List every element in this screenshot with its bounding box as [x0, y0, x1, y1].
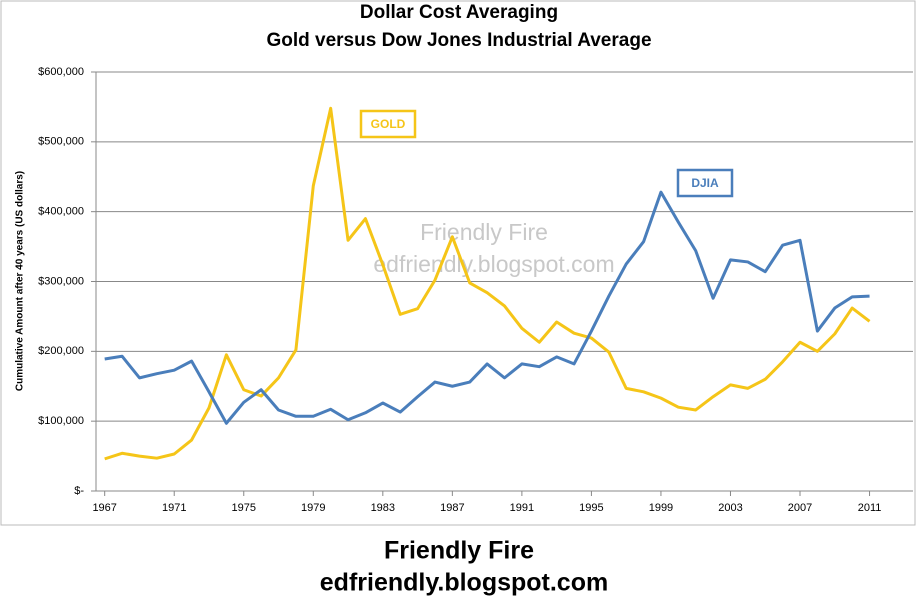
legend-box — [676, 168, 734, 198]
x-tick-label: 1979 — [301, 502, 325, 514]
x-tick-label: 2003 — [718, 502, 742, 514]
x-tick-label: 1999 — [649, 502, 673, 514]
chart-title: Dollar Cost Averaging — [360, 2, 558, 23]
y-tick-label: $100,000 — [38, 415, 84, 427]
x-tick-label: 2011 — [858, 502, 882, 514]
y-tick-label: $200,000 — [38, 345, 84, 357]
series-line — [104, 190, 870, 425]
y-tick-label: $400,000 — [38, 206, 84, 218]
footer-title: Friendly Fire — [384, 537, 534, 565]
series-line — [104, 106, 871, 461]
y-tick-label: $500,000 — [38, 136, 84, 148]
y-tick-label: $- — [74, 485, 84, 497]
legend-label: GOLD — [371, 117, 406, 131]
x-tick-label: 1991 — [510, 502, 534, 514]
y-tick-label: $600,000 — [38, 66, 84, 78]
watermark: Friendly Fire — [420, 219, 548, 245]
x-tick-label: 2007 — [788, 502, 812, 514]
x-tick-label: 1975 — [232, 502, 256, 514]
x-tick-label: 1987 — [440, 502, 464, 514]
footer-url: edfriendly.blogspot.com — [320, 569, 608, 597]
x-tick-label: 1983 — [371, 502, 395, 514]
y-tick-label: $300,000 — [38, 275, 84, 287]
chart-subtitle: Gold versus Dow Jones Industrial Average — [266, 30, 651, 51]
watermark: edfriendly.blogspot.com — [373, 251, 614, 277]
x-tick-label: 1995 — [579, 502, 603, 514]
legend-label: DJIA — [691, 176, 719, 190]
x-tick-label: 1971 — [162, 502, 186, 514]
y-axis-label: Cumulative Amount after 40 years (US dol… — [15, 171, 26, 391]
x-tick-label: 1967 — [92, 502, 116, 514]
legend-box — [359, 109, 417, 139]
chart-frame — [0, 0, 916, 526]
